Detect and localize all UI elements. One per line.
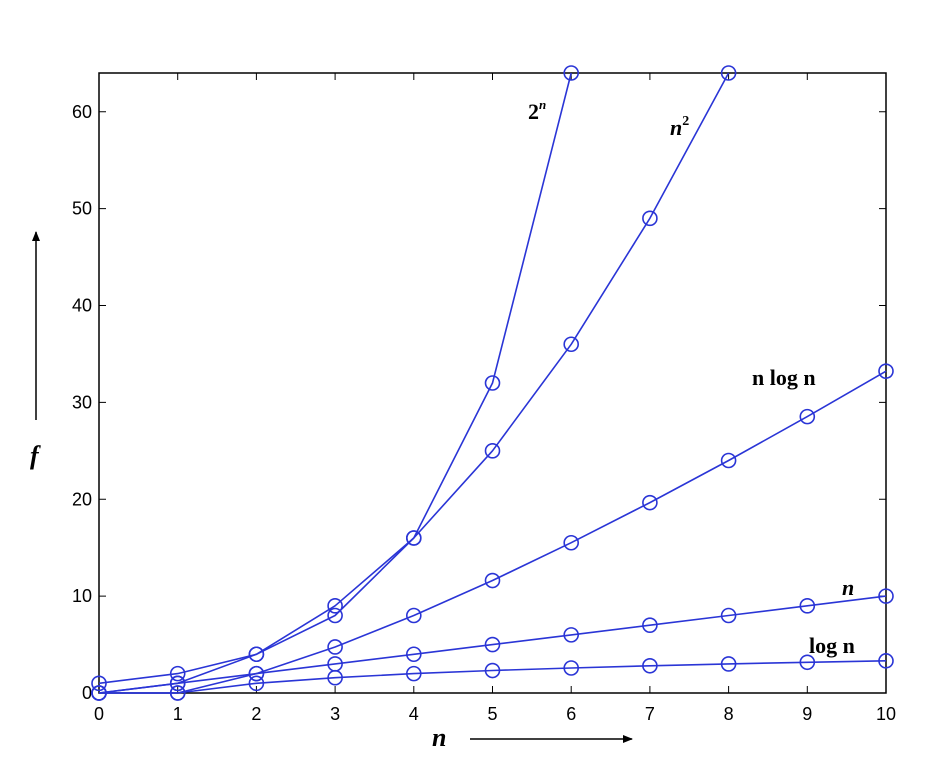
y-axis-ticks: 0 10 20 30 40 50 60 <box>72 102 886 703</box>
y-axis-label: f <box>30 441 41 470</box>
data-point-marker <box>405 530 422 546</box>
data-point-marker <box>642 617 658 633</box>
data-point-marker <box>642 657 658 674</box>
series-line-0 <box>98 72 572 685</box>
x-tick-label: 3 <box>330 704 340 724</box>
data-point-marker <box>405 646 422 663</box>
data-point-marker <box>327 607 343 624</box>
series-line-4 <box>99 660 887 694</box>
data-point-marker <box>484 443 501 459</box>
data-point-marker <box>484 662 501 679</box>
data-point-marker <box>169 665 186 682</box>
data-point-marker <box>327 669 343 686</box>
data-point-marker <box>878 363 894 379</box>
series-label-n: n <box>842 575 854 600</box>
x-tick-label: 8 <box>724 704 734 724</box>
data-point-marker <box>799 654 816 671</box>
y-tick-label: 0 <box>82 683 92 703</box>
data-point-marker <box>642 494 658 511</box>
data-point-marker <box>720 452 737 469</box>
x-tick-label: 4 <box>409 704 419 724</box>
y-tick-label: 50 <box>72 199 92 219</box>
x-tick-label: 0 <box>94 704 104 724</box>
data-point-marker <box>169 685 186 701</box>
y-tick-label: 30 <box>72 392 92 412</box>
data-point-marker <box>405 607 422 624</box>
data-point-marker <box>720 65 737 81</box>
data-point-marker <box>248 675 265 692</box>
data-point-marker <box>799 598 816 614</box>
data-point-marker <box>563 336 580 353</box>
data-point-marker <box>799 408 816 425</box>
y-tick-label: 40 <box>72 296 92 316</box>
series-label-nlogn: n log n <box>752 365 816 390</box>
data-point-marker <box>248 665 265 682</box>
x-axis-label: n <box>432 723 446 752</box>
series-line-2 <box>99 370 887 694</box>
series-markers <box>91 65 894 701</box>
y-tick-label: 20 <box>72 489 92 509</box>
data-point-marker <box>563 627 580 643</box>
data-point-marker <box>91 685 107 701</box>
data-point-marker <box>642 210 658 227</box>
series-label-n2: n2 <box>670 114 689 140</box>
series-line-3 <box>98 595 887 694</box>
data-point-marker <box>405 665 422 682</box>
x-tick-label: 5 <box>487 704 497 724</box>
series-line-1 <box>98 72 730 694</box>
x-tick-label: 1 <box>173 704 183 724</box>
series-label-2n: 2n <box>528 97 546 124</box>
data-point-marker <box>878 588 894 604</box>
x-tick-label: 9 <box>802 704 812 724</box>
data-point-marker <box>327 639 343 655</box>
data-point-marker <box>248 646 265 663</box>
y-tick-label: 60 <box>72 102 92 122</box>
data-point-marker <box>484 636 501 653</box>
series-label-logn: log n <box>809 633 855 658</box>
data-point-marker <box>563 534 580 551</box>
data-point-marker <box>327 598 343 614</box>
data-point-marker <box>878 653 894 669</box>
x-tick-label: 2 <box>251 704 261 724</box>
x-axis-ticks: 0 1 2 3 4 5 6 7 8 9 10 <box>94 73 896 724</box>
data-point-marker <box>484 375 501 391</box>
x-tick-label: 10 <box>876 704 896 724</box>
x-tick-label: 6 <box>566 704 576 724</box>
data-point-marker <box>720 607 737 624</box>
data-point-marker <box>91 675 107 692</box>
data-point-marker <box>484 572 501 589</box>
data-point-marker <box>563 65 580 81</box>
y-tick-label: 10 <box>72 586 92 606</box>
series-lines <box>98 72 887 694</box>
x-tick-label: 7 <box>645 704 655 724</box>
data-point-marker <box>169 675 186 692</box>
data-point-marker <box>720 656 737 672</box>
data-point-marker <box>563 660 580 676</box>
